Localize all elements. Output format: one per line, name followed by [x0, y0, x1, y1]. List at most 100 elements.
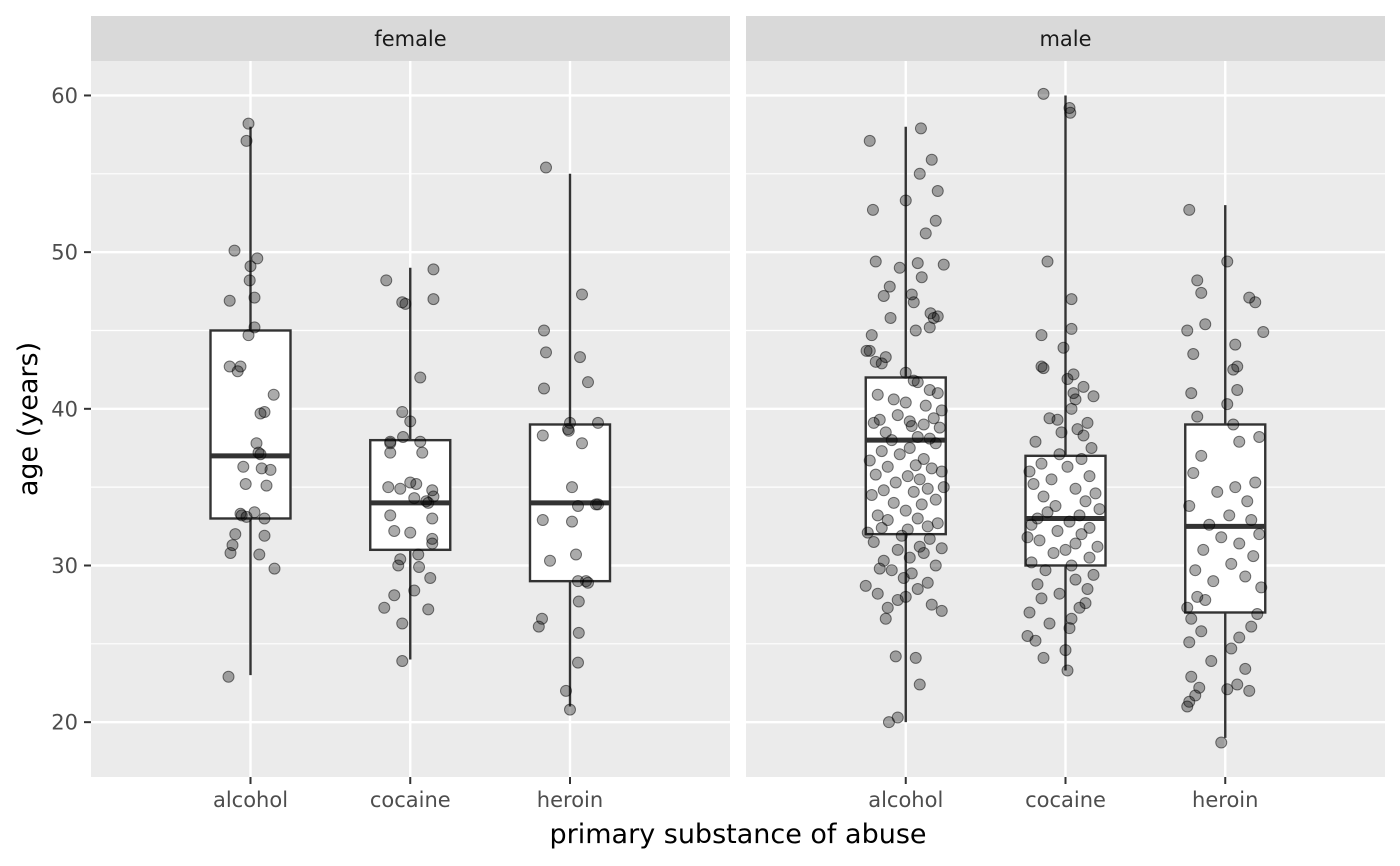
- data-point-male-heroin: [1195, 449, 1208, 462]
- data-point-female-cocaine: [414, 435, 427, 448]
- data-point-male-alcohol: [875, 445, 888, 458]
- data-point-female-alcohol: [223, 294, 236, 307]
- data-point-male-alcohol: [911, 376, 924, 389]
- x-tick-label-female-alcohol: alcohol: [213, 788, 288, 812]
- data-point-male-alcohol: [877, 484, 890, 497]
- data-point-female-cocaine: [380, 274, 393, 287]
- data-point-male-cocaine: [1081, 582, 1094, 595]
- data-point-male-alcohol: [925, 598, 938, 611]
- data-point-male-heroin: [1183, 636, 1196, 649]
- data-point-male-alcohol: [923, 432, 936, 445]
- data-point-male-alcohol: [931, 517, 944, 530]
- data-point-male-cocaine: [1031, 512, 1044, 525]
- data-point-female-alcohol: [255, 462, 268, 475]
- data-point-male-cocaine: [1061, 460, 1074, 473]
- data-point-female-heroin: [592, 416, 604, 429]
- data-point-male-alcohol: [933, 421, 946, 434]
- data-point-male-heroin: [1241, 495, 1254, 508]
- data-point-male-heroin: [1185, 612, 1198, 625]
- data-point-female-cocaine: [396, 655, 409, 668]
- data-point-female-cocaine: [427, 263, 440, 276]
- data-point-male-alcohol: [897, 572, 910, 585]
- data-point-male-alcohol: [915, 271, 928, 284]
- data-point-male-cocaine: [1069, 537, 1082, 550]
- data-point-female-heroin: [576, 288, 588, 301]
- data-point-male-cocaine: [1077, 429, 1090, 442]
- data-point-female-heroin: [564, 703, 576, 716]
- data-point-female-heroin: [544, 554, 556, 567]
- data-point-female-alcohol: [248, 291, 261, 304]
- data-point-female-cocaine: [426, 512, 439, 525]
- data-point-female-alcohol: [229, 528, 242, 541]
- data-point-male-heroin: [1233, 435, 1246, 448]
- data-point-male-cocaine: [1047, 546, 1060, 559]
- data-point-male-heroin: [1205, 655, 1218, 668]
- data-point-male-alcohol: [909, 459, 922, 472]
- data-point-female-heroin: [538, 324, 550, 337]
- data-point-male-alcohol: [935, 604, 948, 617]
- data-point-male-cocaine: [1023, 606, 1036, 619]
- data-point-male-cocaine: [1089, 487, 1102, 500]
- data-point-male-alcohol: [909, 324, 922, 337]
- data-point-male-heroin: [1185, 670, 1198, 683]
- data-point-male-alcohol: [911, 431, 924, 444]
- data-point-male-heroin: [1231, 678, 1244, 691]
- data-point-female-cocaine: [388, 589, 401, 602]
- data-point-female-heroin: [566, 515, 578, 528]
- y-tick-label-40: 40: [51, 397, 78, 421]
- data-point-male-cocaine: [1039, 564, 1052, 577]
- data-point-female-alcohol: [240, 510, 253, 523]
- data-point-female-cocaine: [408, 584, 421, 597]
- data-point-male-alcohol: [877, 290, 890, 303]
- data-point-female-alcohol: [258, 529, 271, 542]
- data-point-female-cocaine: [414, 371, 427, 384]
- data-point-male-cocaine: [1023, 465, 1036, 478]
- data-point-male-heroin: [1199, 593, 1212, 606]
- data-point-male-alcohol: [907, 485, 920, 498]
- data-point-male-alcohol: [893, 261, 906, 274]
- data-point-male-cocaine: [1067, 368, 1080, 381]
- data-point-female-cocaine: [420, 495, 433, 508]
- data-point-male-alcohol: [909, 651, 922, 664]
- data-point-male-alcohol: [913, 473, 926, 486]
- data-point-male-alcohol: [929, 559, 942, 572]
- data-point-female-alcohol: [251, 252, 264, 265]
- data-point-male-alcohol: [929, 437, 942, 450]
- data-point-female-heroin: [560, 684, 572, 697]
- data-point-male-alcohol: [923, 321, 936, 334]
- data-point-female-heroin: [536, 514, 549, 527]
- data-point-male-alcohol: [935, 404, 948, 417]
- data-point-male-alcohol: [919, 227, 932, 240]
- axes: 20 30 40 50 60 alcohol cocaine heroin alcohol coc…: [51, 84, 1258, 812]
- data-point-female-heroin: [592, 498, 604, 511]
- data-point-male-heroin: [1183, 499, 1196, 512]
- data-point-male-alcohol: [923, 532, 936, 545]
- data-point-male-cocaine: [1065, 322, 1078, 335]
- data-point-male-cocaine: [1021, 531, 1034, 544]
- data-point-male-alcohol: [907, 296, 920, 309]
- data-point-male-alcohol: [899, 396, 912, 409]
- data-point-female-heroin: [572, 656, 584, 669]
- data-point-female-heroin: [538, 382, 550, 395]
- data-point-female-cocaine: [422, 496, 435, 509]
- data-point-male-alcohol: [885, 434, 898, 447]
- data-point-male-heroin: [1211, 485, 1224, 498]
- data-point-female-alcohol: [240, 134, 253, 147]
- data-point-male-cocaine: [1071, 423, 1084, 436]
- data-point-male-cocaine: [1051, 413, 1064, 426]
- data-point-male-heroin: [1221, 255, 1234, 268]
- data-point-male-heroin: [1191, 410, 1204, 423]
- data-point-male-heroin: [1247, 550, 1260, 563]
- data-point-male-alcohol: [901, 470, 914, 483]
- data-point-male-cocaine: [1045, 473, 1058, 486]
- data-point-male-cocaine: [1065, 612, 1078, 625]
- data-point-male-alcohol: [899, 366, 912, 379]
- data-point-male-alcohol: [929, 493, 942, 506]
- data-point-female-cocaine: [410, 478, 423, 491]
- data-point-male-cocaine: [1061, 664, 1074, 677]
- data-point-male-heroin: [1229, 338, 1242, 351]
- data-point-male-alcohol: [919, 399, 932, 412]
- data-point-male-heroin: [1187, 467, 1200, 480]
- data-point-female-heroin: [582, 576, 594, 589]
- data-point-male-alcohol: [863, 454, 876, 467]
